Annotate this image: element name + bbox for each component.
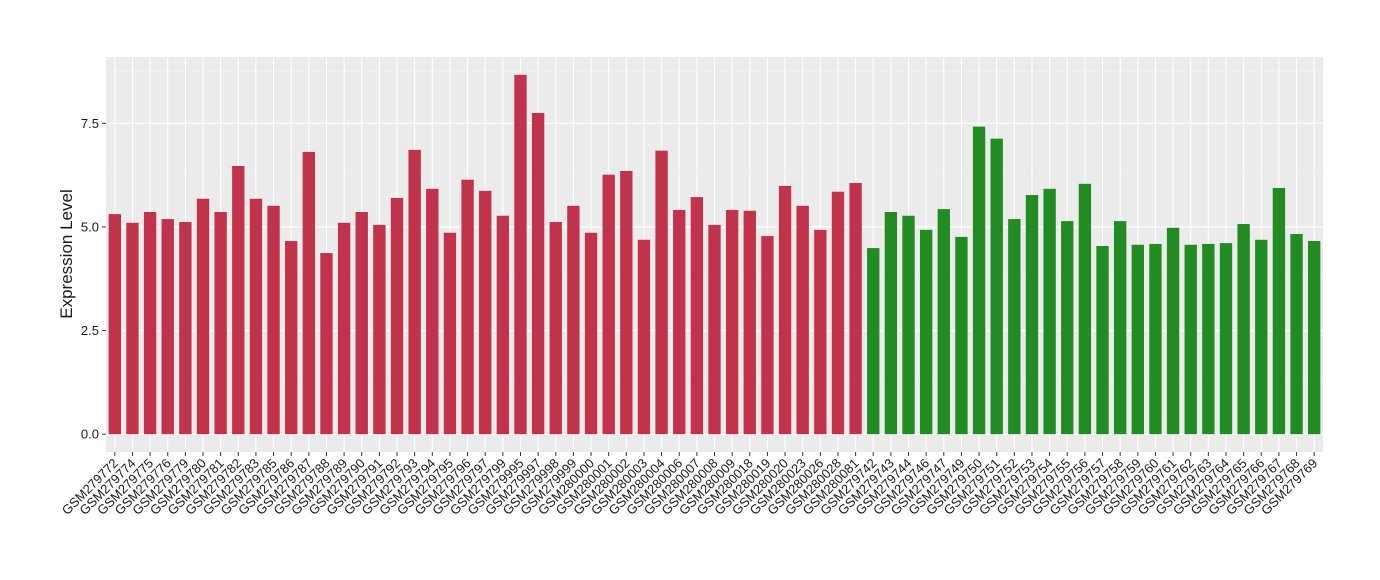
bar xyxy=(708,224,721,435)
bar xyxy=(620,170,633,435)
bar xyxy=(990,138,1003,435)
bar xyxy=(161,219,174,435)
bar xyxy=(867,248,880,435)
bar xyxy=(337,222,351,435)
bar xyxy=(373,224,386,435)
bar xyxy=(1043,188,1056,435)
bar xyxy=(972,126,986,435)
bar xyxy=(1237,224,1250,435)
bar xyxy=(637,239,651,435)
bar xyxy=(531,112,545,435)
bar xyxy=(1149,243,1162,435)
bar xyxy=(1131,244,1144,435)
bar xyxy=(549,221,562,435)
bar xyxy=(1025,195,1039,435)
y-tick-label: 0.0 xyxy=(81,427,99,442)
bar xyxy=(267,205,280,435)
bar xyxy=(778,185,792,435)
bar xyxy=(937,209,950,435)
bar xyxy=(743,210,756,435)
bar xyxy=(196,198,210,435)
bar xyxy=(814,229,827,435)
bar xyxy=(408,149,421,435)
bar xyxy=(761,236,774,435)
bar xyxy=(302,151,316,435)
y-tick-label: 5.0 xyxy=(81,219,99,234)
bar xyxy=(461,179,474,435)
bar xyxy=(320,253,333,435)
y-axis-title: Expression Level xyxy=(57,189,76,318)
bar xyxy=(355,212,368,435)
bar xyxy=(1096,246,1109,435)
bar xyxy=(1061,221,1074,435)
bar xyxy=(796,205,809,435)
bar xyxy=(179,221,192,435)
bar xyxy=(584,232,598,435)
bar xyxy=(249,198,263,435)
bar xyxy=(443,232,457,435)
bar xyxy=(214,212,227,435)
bar xyxy=(426,188,439,435)
bar xyxy=(1219,243,1233,435)
bar xyxy=(884,212,898,435)
bar xyxy=(126,222,139,435)
bar xyxy=(1255,239,1268,435)
bar xyxy=(390,197,404,435)
bar xyxy=(1008,219,1021,435)
bar xyxy=(496,215,510,435)
bar xyxy=(1078,183,1092,435)
bar xyxy=(1272,187,1286,435)
bar xyxy=(831,191,845,435)
bar xyxy=(919,229,933,435)
bar xyxy=(1166,227,1180,435)
bar xyxy=(514,74,527,435)
bar xyxy=(285,241,298,435)
bar xyxy=(902,215,915,435)
bar xyxy=(955,236,968,435)
bar xyxy=(1202,243,1215,435)
bar xyxy=(567,205,580,435)
bar xyxy=(655,150,668,435)
y-tick-label: 2.5 xyxy=(81,323,99,338)
bar xyxy=(1113,221,1127,435)
bar xyxy=(690,197,704,435)
bar xyxy=(479,190,492,435)
y-tick-label: 7.5 xyxy=(81,116,99,131)
bar xyxy=(108,214,121,435)
bar xyxy=(725,209,739,435)
bar xyxy=(1290,233,1303,435)
bar xyxy=(673,209,686,435)
bar xyxy=(1184,244,1197,435)
bar xyxy=(849,183,862,435)
bar xyxy=(232,166,245,435)
bar xyxy=(143,212,157,435)
bar xyxy=(1308,241,1321,435)
bar xyxy=(602,174,615,435)
